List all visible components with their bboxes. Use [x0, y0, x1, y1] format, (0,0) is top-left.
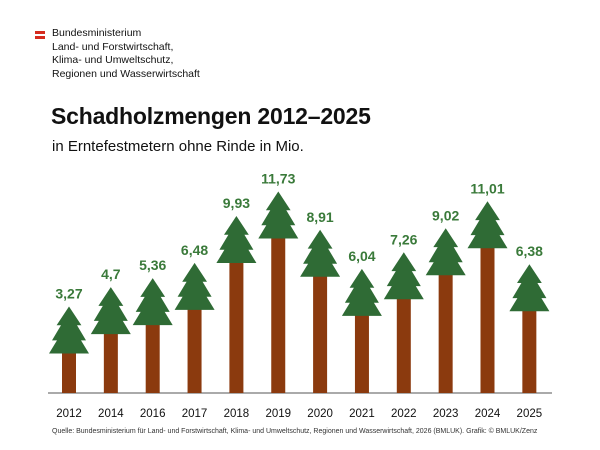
x-tick-label: 2014	[98, 408, 124, 420]
x-tick-label: 2022	[391, 408, 417, 420]
bar-tree-crown	[132, 278, 173, 326]
bar-trunk	[313, 271, 328, 393]
bar-tree-crown	[300, 229, 341, 277]
ministry-line: Land- und Forstwirtschaft,	[52, 40, 174, 53]
data-label: 7,26	[390, 231, 417, 247]
bar-trunk	[438, 270, 453, 393]
data-label: 6,04	[348, 248, 375, 264]
data-label: 3,27	[55, 286, 82, 302]
chart-subtitle: in Erntefestmetern ohne Rinde in Mio.	[52, 138, 304, 155]
x-tick-label: 2018	[224, 408, 250, 420]
data-label: 11,01	[470, 180, 504, 196]
bar-tree-crown	[383, 252, 424, 300]
source-note: Quelle: Bundesministerium für Land- und …	[52, 428, 538, 435]
ministry-line: Regionen und Wasserwirtschaft	[52, 67, 200, 80]
bar-tree-crown	[49, 306, 89, 354]
bar-trunk	[480, 243, 495, 393]
bar-trunk	[354, 310, 369, 393]
data-label: 9,02	[432, 207, 459, 223]
ministry-name: Bundesministerium Land- und Forstwirtsch…	[52, 27, 200, 81]
x-tick-label: 2016	[140, 408, 166, 420]
bar-tree-crown	[90, 287, 131, 335]
bar-tree-crown	[425, 228, 466, 276]
data-label: 4,7	[101, 266, 121, 282]
ministry-line: Bundesministerium	[52, 27, 142, 39]
x-tick-label: 2017	[182, 408, 208, 420]
bar-tree-crown	[258, 191, 299, 239]
bar-tree-crown	[216, 216, 257, 263]
bar-trunk	[187, 304, 202, 393]
bar-tree-crown	[509, 264, 550, 312]
bar-trunk	[103, 329, 118, 393]
bar-trunk	[145, 320, 160, 393]
data-label: 9,93	[223, 195, 250, 211]
data-label: 6,48	[181, 242, 208, 258]
bar-trunk	[62, 348, 76, 393]
bar-trunk	[396, 294, 411, 393]
bar-trunk	[522, 306, 537, 393]
x-tick-label: 2012	[56, 408, 82, 420]
data-label: 8,91	[306, 209, 333, 225]
data-label: 11,73	[261, 170, 295, 186]
austria-flag-icon	[35, 31, 45, 39]
data-label: 5,36	[139, 257, 166, 273]
bar-tree-crown	[467, 201, 508, 249]
x-tick-label: 2020	[307, 408, 333, 420]
x-tick-label: 2025	[517, 408, 543, 420]
bar-trunk	[271, 233, 286, 393]
bar-trunk	[229, 257, 244, 393]
data-label: 6,38	[516, 243, 543, 259]
x-tick-label: 2021	[349, 408, 375, 420]
x-tick-label: 2023	[433, 408, 459, 420]
bar-tree-crown	[341, 268, 382, 316]
ministry-line: Klima- und Umweltschutz,	[52, 54, 174, 67]
bar-tree-crown	[174, 262, 215, 310]
chart-title: Schadholzmengen 2012–2025	[51, 103, 371, 129]
x-tick-label: 2019	[265, 408, 291, 420]
x-tick-label: 2024	[475, 408, 501, 420]
